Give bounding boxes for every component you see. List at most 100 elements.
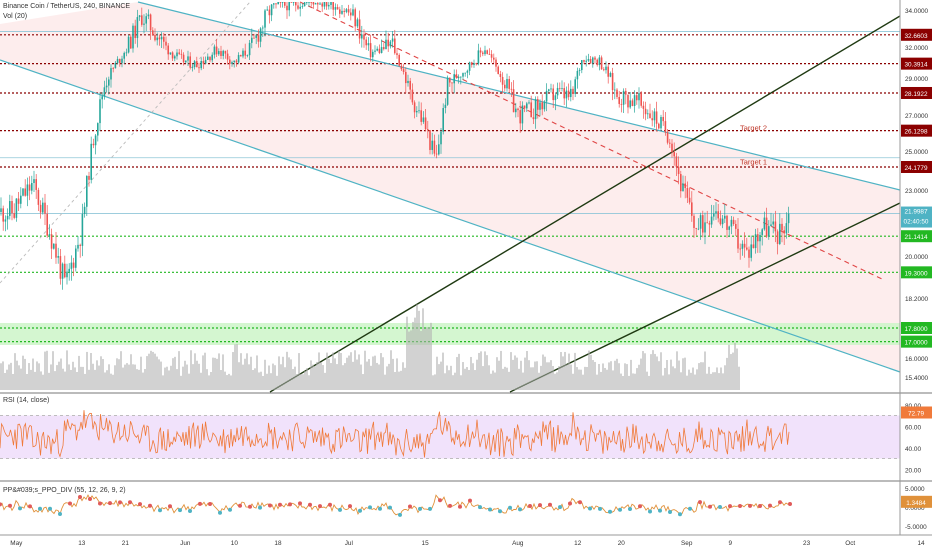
candle-body [717,211,719,219]
candle-body [332,2,334,10]
candle-body [739,248,741,250]
price-level-badge [901,57,932,70]
candle-body [695,227,697,229]
ppo-divergence-dot [648,509,652,514]
candle-body [785,223,788,234]
ppo-divergence-dot [248,504,252,509]
candle-body [369,43,372,58]
candle-body [242,50,244,57]
candle-body [471,62,473,65]
candle-body [125,52,128,54]
ppo-divergence-dot [268,503,272,508]
candle-body [290,2,293,3]
candle-body [442,108,444,132]
price-level-badge [901,28,932,41]
ppo-divergence-dot [508,505,512,510]
candle-body [539,102,541,110]
ppo-divergence-dot [438,498,442,503]
candle-body [306,2,308,3]
ppo-divergence-dot [388,505,392,510]
candle-body [42,202,44,213]
ppo-divergence-dot [338,507,342,512]
time-tick-label: 13 [78,540,86,547]
candle-body [341,10,343,14]
ppo-divergence-dot [368,505,372,510]
candle-body [466,70,469,73]
candle-body [88,175,90,180]
candle-body [614,89,616,91]
candle-body [374,50,376,52]
candle-body [429,130,431,150]
candle-body [202,60,205,64]
price-level-label: 19.3000 [904,270,928,277]
candle-body [134,25,136,39]
candle-body [55,243,57,258]
candle-body [666,132,669,143]
candle-body [165,41,167,46]
candle-body [83,206,86,214]
candle-body [576,70,579,80]
candle-body [697,228,700,230]
ppo-divergence-dot [548,502,552,507]
candle-body [66,271,68,278]
candle-body [556,87,559,96]
candle-body [783,230,785,234]
candle-body [559,87,561,89]
rsi-indicator-title: RSI (14, close) [3,397,50,404]
candle-body [512,89,515,113]
candle-body [649,113,651,119]
candle-body [383,47,385,50]
candle-body [143,23,145,25]
candle-body [770,224,772,227]
ppo-current-badge [901,495,932,508]
candle-body [607,66,609,77]
candle-body [565,90,568,99]
candle-body [750,244,752,258]
candle-body [380,47,383,53]
candle-body [301,6,304,8]
candle-body [721,218,724,225]
candle-body [132,25,134,49]
price-level-badge [901,266,932,279]
candle-body [64,263,66,278]
candle-body [352,9,354,16]
candle-body [167,45,169,55]
candle-body [583,60,585,62]
candle-body [464,72,466,74]
candle-body [594,57,596,60]
candle-body [4,219,7,222]
candle-body [387,39,389,47]
candle-body [710,216,713,225]
ppo-divergence-dot [38,506,42,511]
candle-body [136,17,139,39]
candle-body [627,94,629,108]
candle-body [101,96,103,100]
candle-body [218,51,220,55]
candle-body [402,69,405,72]
ppo-divergence-dot [668,509,672,514]
candle-body [127,36,130,53]
candle-body [72,262,75,268]
candle-body [757,234,759,242]
ppo-divergence-dot [218,510,222,515]
ppo-divergence-dot [558,505,562,510]
price-tick-label: 25.0000 [905,149,929,156]
candle-body [398,55,400,66]
candle-body [295,2,297,6]
candle-body [563,88,565,99]
ppo-divergence-dot [468,498,472,503]
ppo-divergence-dot [678,512,682,517]
candle-body [530,102,532,118]
candle-body [578,70,581,71]
candle-body [376,48,378,51]
channel-fill [0,2,900,372]
ppo-pane [0,494,792,517]
candle-body [735,223,737,229]
ppo-divergence-dot [128,500,132,505]
ppo-divergence-dot [18,506,22,511]
candle-body [713,213,715,217]
candle-body [541,102,543,110]
candle-body [33,179,35,184]
candle-body [407,80,409,84]
